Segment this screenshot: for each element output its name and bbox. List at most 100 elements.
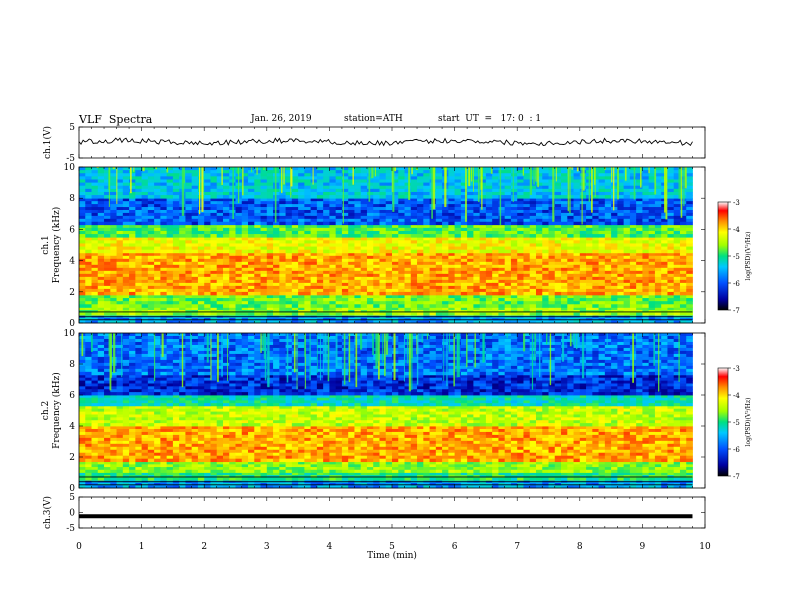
spectrogram-cell bbox=[335, 170, 343, 174]
spectrogram-cell bbox=[448, 285, 455, 290]
spectrogram-cell bbox=[492, 267, 499, 272]
spectrogram-cell bbox=[529, 288, 537, 293]
spectrogram-cell bbox=[329, 179, 337, 183]
spectrogram-cell bbox=[323, 307, 330, 311]
spectrogram-cell bbox=[79, 307, 86, 311]
spectrogram-cell bbox=[442, 258, 449, 263]
spectrogram-cell bbox=[348, 204, 355, 208]
spectrogram-cell bbox=[110, 291, 117, 296]
spectrogram-cell bbox=[629, 227, 637, 232]
spectrogram-cell bbox=[310, 209, 318, 214]
spectrogram-cell bbox=[166, 212, 174, 217]
spectrogram-cell bbox=[385, 209, 393, 214]
spectrogram-cell bbox=[423, 167, 430, 171]
spectrogram-cell bbox=[91, 243, 99, 247]
spectrogram-cell bbox=[535, 273, 543, 278]
spectrogram-cell bbox=[248, 261, 255, 266]
spectrogram-cell bbox=[79, 255, 86, 260]
spectrogram-cell bbox=[304, 304, 312, 308]
spectrogram-cell bbox=[604, 188, 612, 193]
spectrogram-cell bbox=[222, 182, 230, 187]
spectrogram-cell bbox=[116, 279, 124, 284]
spectrogram-cell bbox=[91, 298, 99, 302]
spectrogram-cell bbox=[417, 261, 424, 266]
spectrogram-cell bbox=[392, 207, 399, 211]
spectrogram-cell bbox=[329, 218, 337, 223]
spectrogram-cell bbox=[129, 237, 136, 241]
spectrogram-cell bbox=[147, 249, 155, 254]
spectrogram-cell bbox=[510, 170, 518, 174]
spectrogram-cell bbox=[329, 264, 337, 269]
spectrogram-cell bbox=[460, 173, 468, 177]
spectrogram-cell bbox=[373, 224, 380, 229]
spectrogram-cell bbox=[617, 207, 625, 211]
spectrogram-cell bbox=[573, 182, 581, 187]
spectrogram-cell bbox=[567, 215, 574, 220]
spectrogram-cell bbox=[154, 320, 161, 324]
spectrogram-cell bbox=[454, 298, 462, 302]
spectrogram-cell bbox=[385, 261, 393, 266]
spectrogram-cell bbox=[154, 255, 161, 260]
spectrogram-cell bbox=[517, 234, 524, 238]
spectrogram-cell bbox=[510, 207, 518, 211]
spectrogram-cell bbox=[404, 176, 412, 180]
spectrogram-cell bbox=[517, 185, 524, 190]
spectrogram-cell bbox=[341, 276, 349, 281]
spectrogram-cell bbox=[248, 230, 255, 235]
spectrogram-cell bbox=[172, 234, 180, 238]
spectrogram-cell bbox=[529, 176, 537, 180]
spectrogram-cell bbox=[166, 240, 174, 244]
spectrogram-cell bbox=[323, 267, 330, 272]
spectrogram-cell bbox=[122, 261, 130, 266]
spectrogram-cell bbox=[654, 301, 662, 305]
spectrogram-cell bbox=[222, 209, 230, 214]
spectrogram-cell bbox=[554, 179, 562, 183]
spectrogram-cell bbox=[542, 182, 549, 187]
spectrogram-cell bbox=[460, 237, 468, 241]
spectrogram-cell bbox=[523, 304, 531, 308]
spectrogram-cell bbox=[661, 267, 668, 272]
spectrogram-cell bbox=[542, 273, 549, 278]
spectrogram-cell bbox=[673, 255, 681, 260]
spectrogram-cell bbox=[392, 304, 399, 308]
spectrogram-cell bbox=[254, 285, 261, 290]
spectrogram-cell bbox=[629, 279, 637, 284]
spectrogram-cell bbox=[273, 298, 280, 302]
spectrogram-cell bbox=[241, 258, 249, 263]
spectrogram-cell bbox=[185, 243, 193, 247]
spectrogram-cell bbox=[241, 276, 249, 281]
spectrogram-cell bbox=[329, 191, 337, 196]
spectrogram-cell bbox=[504, 301, 512, 305]
spectrogram-cell bbox=[467, 252, 474, 257]
spectrogram-cell bbox=[191, 282, 199, 287]
spectrogram-cell bbox=[448, 204, 455, 208]
spectrogram-cell bbox=[360, 285, 368, 290]
spectrogram-cell bbox=[329, 282, 337, 287]
spectrogram-cell bbox=[129, 264, 136, 269]
spectrogram-cell bbox=[667, 270, 675, 275]
spectrogram-cell bbox=[523, 207, 531, 211]
spectrogram-cell bbox=[586, 270, 593, 275]
spectrogram-cell bbox=[392, 276, 399, 281]
spectrogram-cell bbox=[310, 258, 318, 263]
spectrogram-cell bbox=[442, 240, 449, 244]
spectrogram-cell bbox=[160, 230, 168, 235]
spectrogram-cell bbox=[323, 246, 330, 251]
spectrogram-cell bbox=[498, 237, 506, 241]
spectrogram-cell bbox=[210, 188, 218, 193]
spectrogram-cell bbox=[504, 209, 512, 214]
spectrogram-cell bbox=[248, 243, 255, 247]
spectrogram-cell bbox=[510, 304, 518, 308]
spectrogram-cell bbox=[611, 185, 618, 190]
spectrogram-cell bbox=[335, 215, 343, 220]
spectrogram-cell bbox=[579, 307, 587, 311]
spectrogram-cell bbox=[517, 270, 524, 275]
spectrogram-cell bbox=[229, 276, 236, 281]
spectrogram-cell bbox=[79, 173, 86, 177]
spectrogram-cell bbox=[604, 176, 612, 180]
spectrogram-cell bbox=[279, 267, 286, 272]
spectrogram-cell bbox=[135, 204, 142, 208]
spectrogram-cell bbox=[129, 176, 136, 180]
spectrogram-cell bbox=[423, 240, 430, 244]
spectrogram-cell bbox=[316, 270, 324, 275]
